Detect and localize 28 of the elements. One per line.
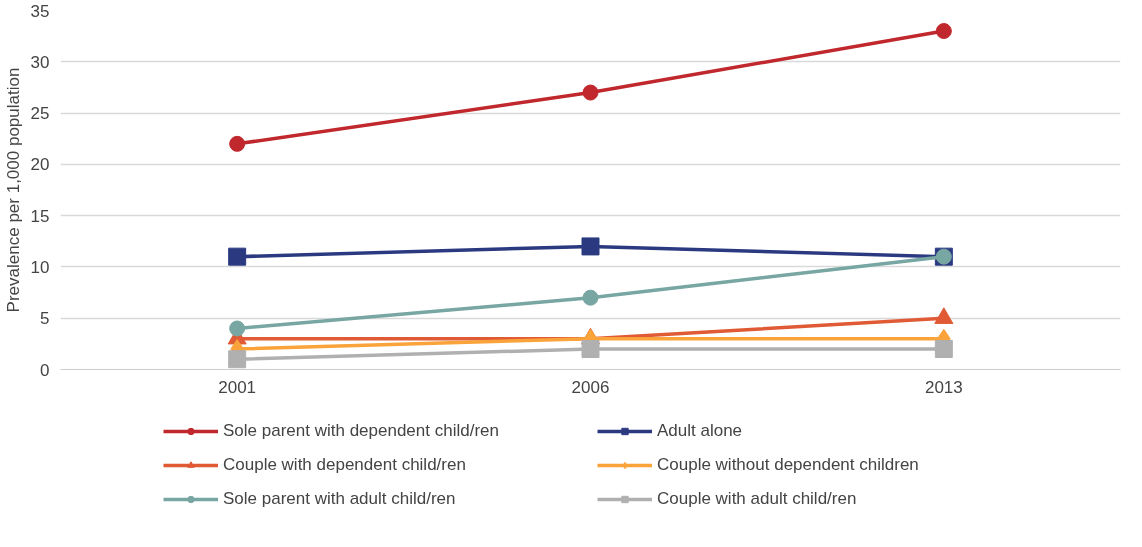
point — [228, 350, 247, 369]
x-tick-label: 2006 — [571, 377, 610, 397]
y-tick-label: 20 — [30, 155, 50, 175]
legend-label: Couple without dependent children — [657, 455, 920, 475]
y-tick-label: 35 — [30, 1, 50, 21]
point — [934, 339, 953, 358]
y-tick-label: 0 — [40, 360, 50, 380]
point — [582, 84, 599, 101]
x-tick-label: 2013 — [924, 377, 963, 397]
y-tick-label: 5 — [40, 309, 50, 329]
legend-label: Sole parent with adult child/ren — [223, 489, 457, 509]
point — [229, 135, 246, 152]
y-axis-title: Prevalence per 1,000 population — [3, 67, 23, 313]
point — [581, 339, 600, 358]
y-tick-label: 25 — [30, 104, 50, 124]
y-tick-label: 15 — [30, 206, 50, 226]
legend-label: Couple with adult child/ren — [657, 489, 858, 509]
point — [935, 23, 952, 39]
legend-label: Adult alone — [657, 421, 744, 441]
y-tick-label: 10 — [30, 257, 50, 277]
legend-label: Sole parent with dependent child/ren — [223, 421, 500, 441]
x-tick-label: 2001 — [218, 377, 257, 397]
point — [229, 320, 246, 337]
point — [581, 237, 600, 256]
point — [582, 289, 599, 306]
legend-label: Couple with dependent child/ren — [223, 455, 467, 475]
point — [228, 247, 247, 266]
y-tick-label: 30 — [30, 52, 50, 72]
